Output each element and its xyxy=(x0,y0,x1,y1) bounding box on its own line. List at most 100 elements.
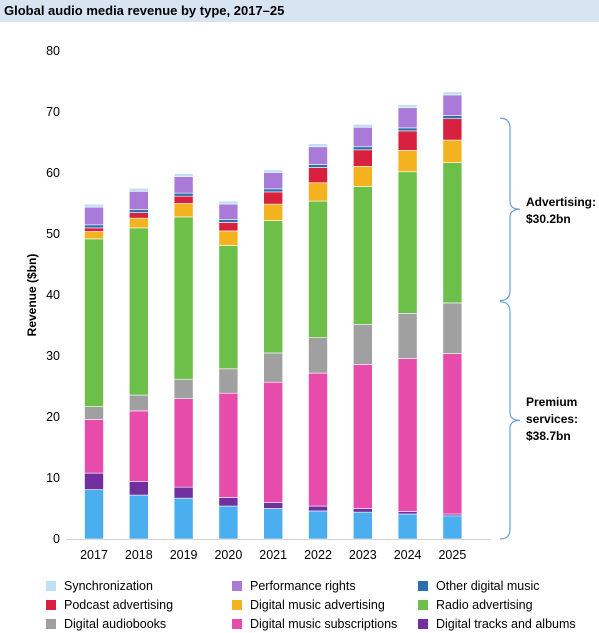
bar-segment xyxy=(352,508,373,513)
bar-segment xyxy=(263,508,284,540)
bar-segment xyxy=(129,212,149,219)
y-axis-title: Revenue ($bn) xyxy=(25,254,39,337)
bar-segment xyxy=(218,230,239,246)
advertising-brace xyxy=(499,117,521,302)
y-tick-label: 70 xyxy=(46,105,60,119)
x-tick-label: 2019 xyxy=(170,548,198,562)
legend-swatch xyxy=(232,581,242,591)
bar-segment xyxy=(397,130,418,151)
bar-segment xyxy=(173,203,194,218)
legend-swatch xyxy=(232,619,242,629)
advertising-annotation: Advertising: $30.2bn xyxy=(526,194,596,228)
bar-segment xyxy=(129,217,149,229)
bar-segment xyxy=(397,127,418,132)
bar-segment xyxy=(129,227,149,396)
bar-segment xyxy=(173,378,194,399)
bar-segment xyxy=(308,182,328,202)
annotation-line: services: xyxy=(526,412,579,426)
bar-segment xyxy=(263,203,284,221)
bar-segment xyxy=(129,191,149,210)
legend-label: Other digital music xyxy=(436,579,540,593)
bar-segment xyxy=(129,494,149,540)
x-tick-label: 2022 xyxy=(304,548,332,562)
legend-label: Digital audiobooks xyxy=(64,617,167,631)
bar-segment xyxy=(397,150,418,173)
bar-segment xyxy=(397,312,418,359)
bar-segment xyxy=(263,188,284,193)
bar-segment xyxy=(218,392,239,498)
legend-label: Digital music advertising xyxy=(250,598,385,612)
bar-segment xyxy=(218,497,239,507)
y-tick-label: 40 xyxy=(46,288,60,302)
bar-segment xyxy=(84,227,104,232)
title-bar: Global audio media revenue by type, 2017… xyxy=(0,0,599,22)
premium-services-annotation: Premium services: $38.7bn xyxy=(526,394,578,445)
bar-segment xyxy=(129,187,149,192)
bar-segment xyxy=(173,195,194,204)
bar-segment xyxy=(173,176,194,194)
bar-segment xyxy=(442,302,463,354)
bar-segment xyxy=(442,515,463,540)
legend-item: Synchronization xyxy=(46,577,153,595)
x-tick-label: 2017 xyxy=(80,548,108,562)
y-tick-label: 10 xyxy=(46,471,60,485)
bar-segment xyxy=(442,115,463,120)
bar-segment xyxy=(442,139,463,163)
bar-segment xyxy=(218,200,239,205)
bar-segment xyxy=(308,200,328,338)
bar-segment xyxy=(84,206,104,226)
premium-brace xyxy=(499,301,521,540)
bar-segment xyxy=(129,394,149,412)
bar-segment xyxy=(397,107,418,129)
bar-segment xyxy=(263,169,284,173)
bar-segment xyxy=(173,216,194,380)
bar-segment xyxy=(263,191,284,205)
bar-segment xyxy=(84,419,104,474)
bar-segment xyxy=(352,149,373,167)
bar-segment xyxy=(84,489,104,540)
bar-segment xyxy=(352,511,373,540)
legend-item: Radio advertising xyxy=(418,596,533,614)
bar-segment xyxy=(84,472,104,490)
bar-segment xyxy=(397,104,418,109)
legend-item: Podcast advertising xyxy=(46,596,173,614)
legend-item: Digital music subscriptions xyxy=(232,615,397,633)
legend-item: Other digital music xyxy=(418,577,540,595)
bar-segment xyxy=(352,323,373,365)
bar-segment xyxy=(263,381,284,503)
bar-segment xyxy=(352,126,373,148)
bar-segment xyxy=(442,118,463,141)
bar-segment xyxy=(84,231,104,240)
bar-segment xyxy=(218,222,239,232)
bar-segment xyxy=(352,146,373,151)
bar-segment xyxy=(308,337,328,374)
bar-segment xyxy=(308,510,328,540)
x-tick-label: 2025 xyxy=(438,548,466,562)
y-tick-label: 30 xyxy=(46,349,60,363)
legend-label: Digital tracks and albums xyxy=(436,617,576,631)
bar-segment xyxy=(218,505,239,540)
bar-segment xyxy=(397,171,418,314)
legend-swatch xyxy=(232,600,242,610)
annotation-line: Advertising: xyxy=(526,195,597,209)
bar-segment xyxy=(84,203,104,208)
bar-segment xyxy=(84,238,104,407)
legend-item: Performance rights xyxy=(232,577,356,595)
bar-segment xyxy=(173,173,194,177)
y-tick-label: 50 xyxy=(46,227,60,241)
legend-label: Podcast advertising xyxy=(64,598,174,612)
bar-segment xyxy=(397,358,418,512)
annotation-line: $38.7bn xyxy=(526,429,571,443)
bar-segment xyxy=(352,165,373,187)
legend-label: Digital music subscriptions xyxy=(250,617,398,631)
bar-segment xyxy=(173,497,194,540)
annotation-line: Premium xyxy=(526,395,578,409)
bar-segment xyxy=(263,352,284,383)
legend-item: Digital audiobooks xyxy=(46,615,166,633)
x-tick-label: 2021 xyxy=(259,548,287,562)
x-tick-label: 2018 xyxy=(125,548,153,562)
annotation-line: $30.2bn xyxy=(526,212,571,226)
bar-segment xyxy=(352,364,373,509)
legend-label: Performance rights xyxy=(250,579,356,593)
